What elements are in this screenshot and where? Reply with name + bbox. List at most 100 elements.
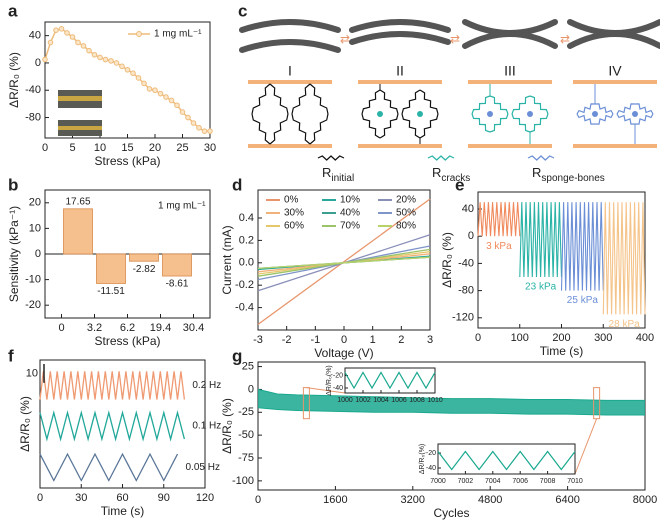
data-point [185,114,191,121]
inset-x-tick-label: 1004 [373,397,389,404]
resistor [309,113,329,145]
y-tick-label: -75 [238,452,254,464]
data-line [257,198,431,325]
x-tick-label: 120 [196,492,214,504]
x-tick-label: 30 [75,492,87,504]
photo-band [58,96,102,101]
resistor [401,113,421,139]
x-tick-label: 0 [255,494,261,506]
crack [487,111,493,117]
resistor [291,113,311,145]
legend-label: 1 mg mL⁻¹ [154,29,202,40]
x-tick-label: -3 [253,334,263,346]
legend-label: 40% [340,208,360,219]
bar [96,253,126,284]
data-point [91,51,98,58]
legend-label: 70% [340,221,360,232]
x-tick-label: 60 [116,492,128,504]
x-tick-label: 400 [636,332,654,344]
x-tick-label: 0 [37,492,43,504]
data-point [124,66,131,73]
x-tick-label: 30.4 [183,322,204,334]
stage-label: IV [608,63,622,79]
plate [468,144,552,148]
x-axis-label: Time (s) [101,504,145,518]
data-point [201,128,208,134]
data-point [75,39,81,46]
legend-label: 80% [396,221,416,232]
y-tick-label: 0 [35,57,41,69]
crack [527,111,533,117]
bar [129,253,159,262]
bar-value-label: -8.61 [166,279,189,290]
resistor [489,95,509,115]
resistor [471,95,491,115]
y-tick-label: 40 [29,30,41,42]
legend-symbol: R [532,165,541,180]
data-line [560,202,604,291]
data-point [174,102,180,109]
fiber [349,19,451,33]
arrow: ⇄ [450,32,460,46]
bar-value-label: -11.51 [97,286,125,297]
arrow: ⇄ [560,32,570,46]
data-point [42,56,48,63]
resistor [401,89,421,115]
data-point [141,80,147,87]
data-line [602,202,646,315]
x-tick-label: 4800 [478,494,502,506]
x-tick-label: -2 [282,334,292,346]
data-point [179,109,186,115]
series-label: 28 kPa [609,319,641,330]
y-tick-label: 25 [242,360,254,372]
series-label: 23 kPa [525,282,557,293]
x-tick-label: 5 [69,142,75,154]
fiber [239,19,341,33]
inset-x-tick-label: 7004 [485,478,501,485]
y-tick-label: 10 [29,222,41,234]
inset-x-tick-label: 7002 [458,478,474,485]
y-tick-label: -0.2 [235,279,254,291]
legend-marker [136,31,142,37]
x-tick-label: 3.2 [87,322,102,334]
data-line [257,256,431,270]
inset-line [344,371,436,390]
data-point [135,75,142,81]
resistor [379,89,399,115]
y-tick-label: 40 [462,203,474,215]
x-axis-label: Stress (kPa) [94,334,160,348]
resistor [634,113,654,125]
data-point [64,30,70,36]
inset-x-tick-label: 1002 [355,397,371,404]
y-tick-label: -80 [25,111,41,123]
stage-label: II [396,63,404,79]
x-tick-label: 6.2 [120,322,135,334]
inset-x-tick-label: 7000 [430,478,446,485]
plate [573,80,657,84]
x-tick-label: 6400 [555,494,579,506]
panel-label: c [238,1,247,20]
y-tick-label: -10 [25,274,41,286]
resistor [511,95,531,115]
legend-label: 60% [284,221,304,232]
x-tick-label: 300 [594,332,612,344]
y-axis-label: ΔR/R₀ (%) [440,232,454,288]
panel-label: a [8,1,18,20]
crack [377,111,383,117]
data-point [157,90,164,97]
y-tick-label: -80 [458,285,474,297]
resistor [419,89,439,115]
x-tick-label: 30 [204,142,216,154]
inset-x-tick-label: 1008 [409,397,425,404]
legend-label: Rcracks [432,165,470,183]
y-tick-label: -50 [238,429,254,441]
series-label: 0.1 Hz [192,421,221,432]
y-tick-label: -20 [25,299,41,311]
x-axis-label: Stress (kPa) [94,154,160,168]
y-tick-label: -120 [452,312,474,324]
y-tick-label: -100 [232,475,254,487]
resistor [511,113,531,133]
inset-x-tick-label: 1010 [427,397,443,404]
bar [63,208,93,255]
legend-label: 10% [340,195,360,206]
